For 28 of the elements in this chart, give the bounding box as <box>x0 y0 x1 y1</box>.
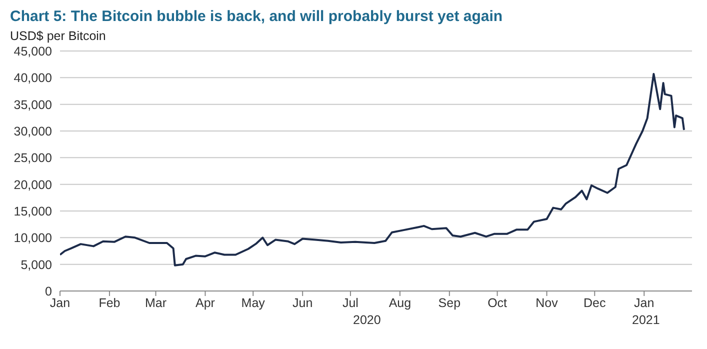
y-tick-label: 10,000 <box>14 231 52 246</box>
x-tick-label: Feb <box>98 296 120 310</box>
x-tick-label: Aug <box>388 296 412 310</box>
x-tick-label: Mar <box>144 296 167 310</box>
y-tick-label: 20,000 <box>14 178 52 192</box>
x-tick-label: Jan <box>634 296 654 310</box>
line-series <box>60 72 686 266</box>
x-tick-label: Sep <box>438 296 461 310</box>
x-tick-label: Oct <box>488 296 508 310</box>
y-tick-label: 15,000 <box>14 204 52 218</box>
y-tick-label: 35,000 <box>14 98 52 112</box>
x-tick-label: Jul <box>342 296 358 310</box>
x-tick-label: Jan <box>50 296 70 310</box>
y-tick-label: 25,000 <box>14 151 52 166</box>
x-tick-label: Dec <box>584 296 606 310</box>
text: 2020 <box>353 313 381 327</box>
x-tick-label: Apr <box>196 296 215 310</box>
y-tick-label: 40,000 <box>14 71 52 86</box>
y-axis-title: USD$ per Bitcoin <box>10 29 107 43</box>
y-tick-label: 30,000 <box>14 124 52 138</box>
y-tick-label: 0 <box>45 284 52 298</box>
y-tick-label: 45,000 <box>14 44 52 58</box>
x-tick-label: May <box>241 296 266 310</box>
chart-title: Chart 5: The Bitcoin bubble is back, and will probably burst yet again <box>10 8 504 25</box>
x-tick-label: Nov <box>536 296 559 310</box>
y-tick-label: 5,000 <box>20 258 52 272</box>
text: 2021 <box>632 313 660 327</box>
x-tick-label: Jun <box>292 296 313 310</box>
